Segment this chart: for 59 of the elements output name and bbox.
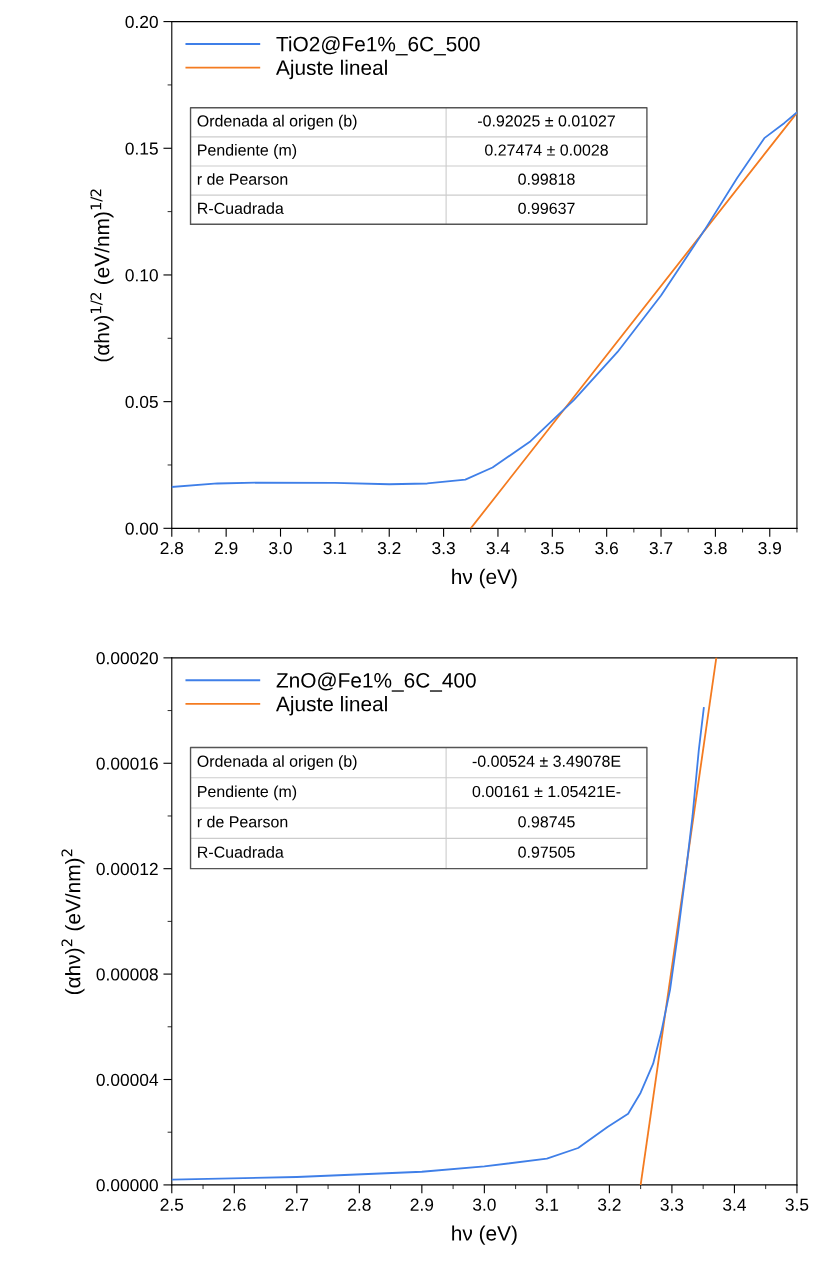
x-axis-title: hν (eV) <box>452 1225 517 1245</box>
y-tick-label: 0.20 <box>125 15 158 29</box>
legend-label: Ajuste lineal <box>276 696 387 716</box>
annotation: 0.27474 ± 0.0028 <box>485 144 608 156</box>
annotation: Ordenada al origen (b) <box>197 755 357 771</box>
x-tick-label: 3.4 <box>486 541 510 555</box>
x-tick-label: 2.7 <box>285 1198 309 1211</box>
annotation: r de Pearson <box>197 173 288 185</box>
x-tick-label: 2.8 <box>348 1198 371 1211</box>
annotation: Pendiente (m) <box>198 785 297 801</box>
y-tick-label: 0.15 <box>125 142 158 155</box>
y-tick-label: 0.00016 <box>96 757 158 770</box>
x-tick-label: 3.0 <box>472 1198 496 1211</box>
x-tick-label: 3.2 <box>597 1198 621 1211</box>
x-tick-label: 2.6 <box>223 1198 246 1211</box>
x-tick-label: 3.1 <box>535 1198 559 1211</box>
x-tick-label: 3.2 <box>377 541 401 555</box>
x-tick-label: 2.9 <box>214 541 238 555</box>
x-tick-label: 3.5 <box>540 541 564 555</box>
y-tick-label: 0.00008 <box>96 968 158 981</box>
annotation: Pendiente (m) <box>198 144 297 159</box>
y-axis-title: (αhν)$^{2}$ (eV/nm)$^{2}$ <box>61 849 85 995</box>
y-tick-label: 0.00020 <box>96 652 158 665</box>
legend-label: ZnO@Fe1%_6C_400 <box>276 672 476 692</box>
annotation: 0.99818 <box>518 173 575 185</box>
x-tick-label: 3.4 <box>723 1198 746 1211</box>
legend-label: TiO2@Fe1%_6C_500 <box>276 36 480 56</box>
y-tick-label: 0.00012 <box>96 862 158 876</box>
annotation: R-Cuadrada <box>198 846 284 858</box>
x-tick-label: 2.8 <box>160 541 184 555</box>
annotation: -0.92025 ± 0.01027 <box>478 115 615 127</box>
x-tick-label: 2.9 <box>410 1198 434 1211</box>
x-tick-label: 3.6 <box>595 541 618 555</box>
x-tick-label: 2.5 <box>160 1198 184 1211</box>
annotation: Ordenada al origen (b) <box>197 114 357 130</box>
x-tick-label: 3.8 <box>703 541 727 555</box>
x-tick-label: 3.0 <box>269 541 292 555</box>
x-tick-label: 3.3 <box>660 1198 684 1211</box>
y-tick-label: 0.00004 <box>96 1073 159 1086</box>
x-axis-title: hν (eV) <box>452 568 517 589</box>
x-tick-label: 3.5 <box>785 1198 809 1211</box>
legend-label: Ajuste lineal <box>276 59 387 80</box>
annotation: 0.97505 <box>518 846 575 858</box>
y-tick-label: 0.05 <box>125 395 158 409</box>
y-tick-label: 0.10 <box>125 269 158 282</box>
x-tick-label: 3.1 <box>323 541 347 555</box>
annotation: -0.00524 ± 3.49078E <box>472 755 621 767</box>
annotation: R-Cuadrada <box>198 202 284 214</box>
line-series <box>171 111 797 488</box>
annotation: 0.99637 <box>518 202 575 214</box>
x-tick-label: 3.7 <box>649 541 673 555</box>
annotation: 0.00161 ± 1.05421E- <box>472 785 621 798</box>
x-tick-label: 3.3 <box>432 541 455 555</box>
y-tick-label: 0.00000 <box>96 1179 158 1192</box>
x-tick-label: 3.9 <box>758 541 781 555</box>
y-tick-label: 0.00 <box>125 522 158 535</box>
y-axis-title: (αhν)$^{1/2}$ (eV/nm)$^{1/2}$ <box>90 189 114 362</box>
annotation: 0.98745 <box>518 816 575 828</box>
annotation: r de Pearson <box>197 815 288 828</box>
